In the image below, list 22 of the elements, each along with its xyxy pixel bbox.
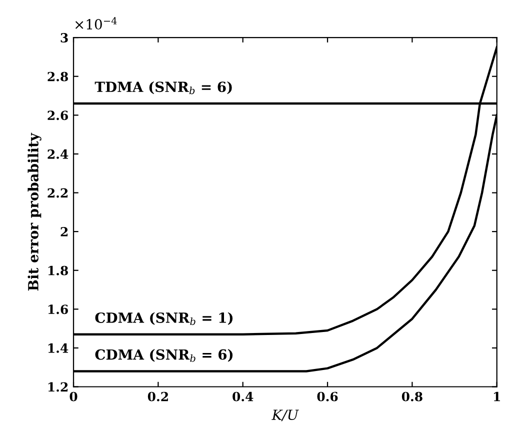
y-tick-label: 1.4: [48, 343, 68, 353]
text: ×10$^{−4}$: [75, 17, 117, 30]
y-tick-label: 2.4: [48, 149, 68, 159]
x-axis-title: K/U: [272, 410, 299, 422]
x-tick-label: 1: [494, 392, 500, 402]
y-tick-label: 2.8: [48, 72, 68, 82]
y-tick-label: 2.6: [48, 110, 68, 120]
annotation: CDMA (SNR$_{b}$ = 6): [95, 349, 233, 362]
annotation: TDMA (SNR$_{b}$ = 6): [94, 81, 232, 94]
x-tick-label: 0.8: [402, 392, 422, 402]
x-tick-label: 0.2: [148, 392, 168, 402]
y-tick-label: 2: [60, 227, 68, 236]
y-tick-label: 1.6: [48, 304, 68, 314]
y-axis-title: Bit error probability: [28, 132, 42, 291]
x-tick-label: 0.4: [232, 392, 254, 402]
y-tick-label: 2.2: [48, 188, 68, 198]
x-tick-label: 0.6: [317, 392, 338, 402]
annotation: CDMA (SNR$_{b}$ = 1): [95, 312, 233, 326]
y-tick-label: 1.2: [48, 382, 68, 392]
y-tick-label: 3: [60, 33, 68, 42]
x-tick-label: 0: [70, 392, 78, 402]
y-tick-label: 1.8: [48, 266, 68, 276]
